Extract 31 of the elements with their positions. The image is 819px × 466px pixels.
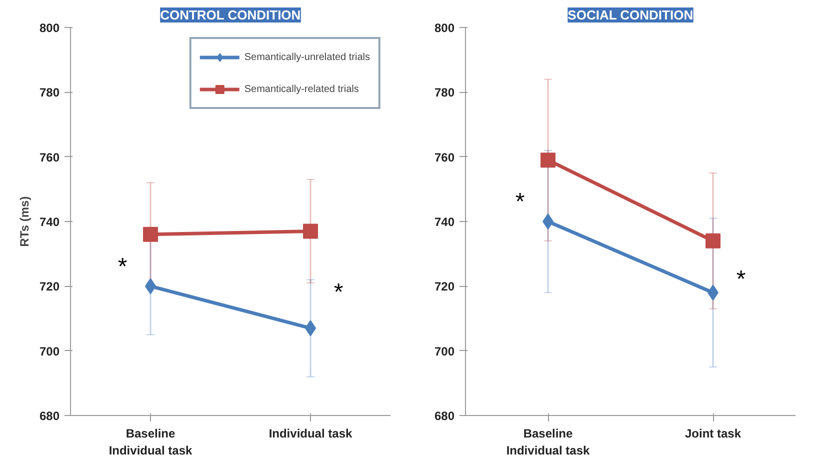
x-tick-label: Joint task [684, 426, 742, 440]
point [303, 224, 318, 239]
chart-title: CONTROL CONDITION [160, 8, 301, 22]
x-tick-label: Individual task [268, 426, 353, 440]
y-tick-label: 720 [39, 280, 60, 294]
y-tick-label: 720 [434, 280, 455, 294]
annotation: * [118, 253, 128, 280]
y-tick-label: 800 [39, 21, 60, 35]
y-tick-label: 760 [39, 150, 60, 164]
point [706, 233, 720, 248]
annotation: * [736, 266, 746, 294]
y-tick-label: 740 [39, 215, 60, 229]
x-tick-label: Baseline Individual task [506, 426, 590, 458]
y-tick-label: 700 [39, 344, 60, 358]
annotation: * [334, 279, 344, 306]
y-tick-label: 780 [434, 86, 455, 100]
legend-label: Semantically-unrelated trials [244, 52, 370, 62]
legend-label: Semantically-related trials [244, 84, 359, 94]
y-tick-label: 780 [39, 86, 60, 100]
chart-title: SOCIAL CONDITION [568, 8, 694, 22]
y-tick-label: 760 [434, 150, 455, 164]
y-tick-label: 740 [434, 215, 455, 229]
y-tick-label: 700 [434, 344, 455, 358]
x-tick-label: Baseline Individual task [108, 426, 193, 458]
y-tick-label: 680 [39, 409, 60, 423]
y-axis-title: RTs (ms) [17, 196, 32, 247]
y-tick-label: 800 [434, 21, 455, 35]
y-tick-label: 680 [434, 409, 455, 423]
annotation: * [515, 188, 525, 216]
point [540, 152, 556, 168]
point [143, 226, 158, 242]
